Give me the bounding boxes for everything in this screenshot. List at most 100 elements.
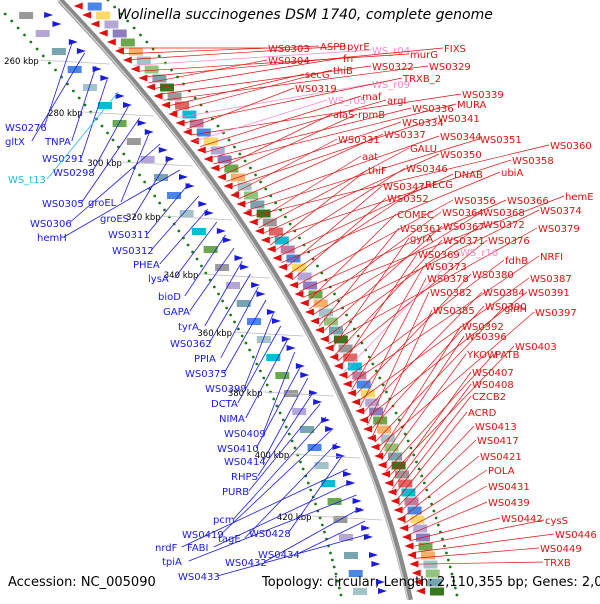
- feature-block-outer: [145, 66, 159, 74]
- guide-dot-outer: [456, 594, 459, 597]
- reverse-gene-label: aat: [362, 152, 378, 163]
- reverse-gene-label: WS0403: [515, 342, 557, 353]
- forward-gene-label: GAPA: [163, 307, 190, 318]
- guide-dot-outer: [217, 125, 220, 128]
- guide-dot-outer: [385, 391, 388, 394]
- guide-dot-outer: [289, 223, 292, 226]
- reverse-gene-label: WS0378: [427, 274, 469, 285]
- reverse-gene-arrow: [310, 318, 319, 325]
- reverse-gene-arrow: [115, 48, 124, 55]
- feature-block-outer: [96, 12, 110, 20]
- reverse-leader-line: [255, 156, 361, 222]
- reverse-gene-label: thiF: [368, 166, 387, 177]
- reverse-gene-label: WS0439: [488, 498, 530, 509]
- reverse-leader-line: [196, 100, 327, 141]
- guide-dot-inner: [241, 335, 244, 338]
- reverse-gene-arrow: [394, 507, 403, 514]
- reverse-leader-line: [168, 74, 304, 106]
- forward-gene-arrow: [166, 156, 175, 162]
- guide-dot-inner: [272, 398, 275, 401]
- reverse-gene-label: frr: [343, 54, 355, 65]
- reverse-gene-label: WS0380: [472, 270, 514, 281]
- reverse-gene-arrow: [138, 75, 147, 82]
- reverse-leader-line: [392, 384, 471, 489]
- guide-dot-inner: [196, 258, 199, 261]
- forward-gene-arrow: [371, 561, 380, 567]
- guide-dot-inner: [101, 125, 104, 128]
- reverse-gene-arrow: [278, 264, 287, 271]
- forward-leader-line: [258, 391, 314, 476]
- guide-dot-inner: [319, 517, 322, 520]
- forward-gene-arrow: [217, 228, 226, 234]
- guide-dot-outer: [420, 475, 423, 478]
- forward-gene-arrow: [223, 237, 232, 243]
- forward-gene-label: WS0410: [217, 444, 259, 455]
- guide-dot-outer: [244, 160, 247, 163]
- forward-gene-arrow: [100, 75, 109, 81]
- reverse-gene-label: WS0387: [530, 274, 572, 285]
- reverse-leader-line: [230, 118, 437, 187]
- reverse-gene-label: murG: [410, 50, 438, 61]
- reverse-gene-arrow: [338, 372, 347, 379]
- reverse-gene-arrow: [131, 66, 140, 73]
- forward-gene-arrow: [267, 309, 276, 315]
- reverse-gene-label: WS0373: [425, 262, 467, 273]
- guide-dot-outer: [410, 447, 413, 450]
- feature-block-inner: [180, 210, 194, 217]
- reverse-gene-label: WS0408: [472, 380, 514, 391]
- guide-dot-outer: [133, 27, 136, 30]
- reverse-gene-label: rpmB: [358, 110, 385, 121]
- reverse-gene-arrow: [315, 327, 324, 334]
- forward-gene-label: WS0311: [108, 230, 150, 241]
- feature-block-inner: [192, 228, 206, 235]
- reverse-gene-arrow: [123, 57, 132, 64]
- reverse-gene-arrow: [197, 147, 206, 154]
- feature-block-outer: [413, 525, 427, 533]
- tick-label: 280 kbp: [48, 109, 83, 119]
- forward-gene-arrow: [272, 318, 281, 324]
- guide-dot-inner: [217, 293, 220, 296]
- guide-dot-inner: [138, 174, 141, 177]
- reverse-leader-line: [222, 114, 357, 176]
- guide-dot-inner: [17, 27, 20, 30]
- feature-block-outer: [88, 3, 102, 11]
- forward-gene-label: WS0433: [178, 572, 220, 583]
- reverse-gene-arrow: [367, 435, 376, 442]
- forward-leader-line: [147, 183, 189, 234]
- guide-dot-outer: [107, 0, 110, 1]
- guide-dot-inner: [291, 440, 294, 443]
- guide-dot-outer: [449, 566, 452, 569]
- feature-block-outer: [269, 228, 283, 236]
- forward-gene-label: NIMA: [219, 414, 245, 425]
- tick-mark: [123, 162, 193, 166]
- guide-dot-inner: [158, 202, 161, 205]
- guide-dot-inner: [329, 552, 332, 555]
- tick-mark: [162, 216, 232, 220]
- forward-gene-label: lysA: [148, 274, 169, 285]
- guide-dot-inner: [331, 559, 334, 562]
- forward-gene-label: WS0305: [42, 199, 84, 210]
- forward-gene-arrow: [256, 291, 265, 297]
- guide-dot-inner: [255, 363, 258, 366]
- feature-block-outer: [423, 561, 437, 569]
- forward-gene-labels: WS0276gltXTNPAWS0291WS_t13WS0298WS0305gr…: [5, 40, 369, 583]
- reverse-gene-arrow: [261, 237, 270, 244]
- forward-gene-arrow: [159, 147, 168, 153]
- guide-dot-outer: [443, 545, 446, 548]
- guide-dot-inner: [23, 34, 26, 37]
- guide-dot-inner: [276, 405, 279, 408]
- forward-gene-label: gltX: [5, 137, 25, 148]
- reverse-leader-line: [396, 412, 467, 500]
- forward-gene-arrow: [251, 282, 260, 288]
- forward-gene-arrow: [346, 480, 355, 486]
- forward-gene-arrow: [361, 525, 370, 531]
- reverse-gene-label: glnH: [504, 304, 527, 315]
- forward-gene-label: WS0276: [5, 123, 47, 134]
- forward-gene-label: WS0298: [53, 168, 95, 179]
- guide-dot-inner: [200, 265, 203, 268]
- guide-dot-outer: [254, 174, 257, 177]
- reverse-gene-label: WS0350: [440, 150, 482, 161]
- tick-mark: [84, 112, 154, 116]
- guide-dot-outer: [415, 461, 418, 464]
